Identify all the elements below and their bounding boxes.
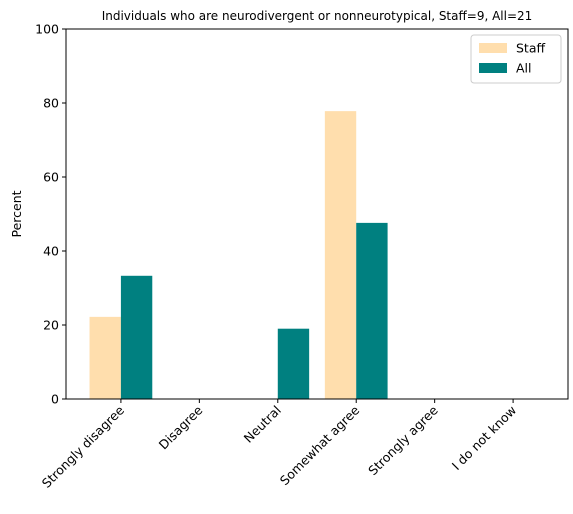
legend-label-staff: Staff: [516, 41, 545, 56]
legend-label-all: All: [516, 61, 532, 76]
bar-staff-3: [324, 111, 357, 399]
y-tick-label-5: 100: [35, 22, 59, 37]
y-axis-ticks: 0 20 40 60 80 100: [35, 22, 66, 407]
chart-title: Individuals who are neurodivergent or no…: [102, 9, 533, 23]
legend-swatch-all: [479, 63, 507, 73]
y-tick-label-2: 40: [43, 244, 59, 259]
x-axis-ticks: Strongly disagree Disagree NeutralSomewhat…: [39, 399, 519, 491]
y-tick-label-3: 60: [43, 170, 59, 185]
x-tick-label-4: Strongly agree: [365, 402, 441, 478]
plot-frame: [65, 28, 569, 400]
y-tick-label-0: 0: [51, 392, 59, 407]
bars-group: [89, 111, 388, 399]
x-tick-label-3: Somewhat agree: [277, 402, 363, 488]
bar-all-2: [277, 328, 310, 399]
bar-all-0: [120, 275, 153, 399]
bar-staff-0: [89, 316, 121, 399]
y-tick-label-4: 80: [43, 96, 59, 111]
legend: Staff All: [470, 34, 562, 84]
y-axis-label: Percent: [9, 190, 24, 237]
y-tick-label-1: 20: [43, 318, 59, 333]
x-tick-label-0: Strongly disagree: [39, 402, 127, 490]
x-tick-label-2: Neutral: [241, 403, 284, 446]
x-tick-label-1: Disagree: [156, 402, 206, 452]
bar-all-3: [356, 222, 388, 399]
legend-swatch-staff: [479, 43, 507, 53]
x-tick-label-5: I do not know: [449, 403, 520, 474]
